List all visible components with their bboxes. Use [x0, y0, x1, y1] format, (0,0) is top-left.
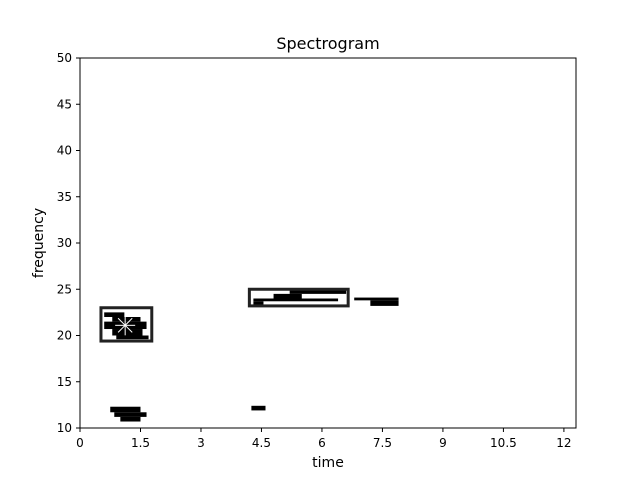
y-tick-label: 45	[57, 97, 72, 111]
y-tick-label: 40	[57, 144, 72, 158]
y-tick-label: 35	[57, 190, 72, 204]
spectrogram-cell	[370, 300, 399, 306]
spectrogram-cell	[110, 406, 141, 413]
spectrogram-cell	[354, 297, 399, 301]
spectrogram-cell	[104, 312, 125, 317]
x-tick-label: 10.5	[490, 436, 517, 450]
annotation-star-ray	[117, 317, 126, 326]
spectrogram-cell	[120, 416, 141, 422]
x-tick-label: 0	[76, 436, 84, 450]
x-axis-label: time	[312, 455, 344, 471]
y-tick-label: 15	[57, 375, 72, 389]
spectrogram-cell	[289, 289, 347, 294]
x-tick-label: 3	[197, 436, 205, 450]
x-tick-label: 9	[439, 436, 447, 450]
spectrogram-cell	[251, 405, 266, 411]
spectrogram-cell	[253, 301, 264, 305]
spectrogram-cell	[253, 298, 339, 302]
annotation-star-ray	[124, 317, 133, 326]
y-tick-label: 30	[57, 236, 72, 250]
y-tick-label: 25	[57, 282, 72, 296]
spectrogram-cell	[116, 335, 149, 340]
x-tick-label: 1.5	[131, 436, 150, 450]
plot-area-frame	[79, 57, 577, 429]
y-tick-label: 10	[57, 421, 72, 435]
annotation-star-ray	[124, 324, 133, 333]
x-tick-label: 12	[556, 436, 571, 450]
spectrogram-cell	[114, 412, 147, 417]
x-tick-label: 6	[318, 436, 326, 450]
x-axis-ticks: 0 1.5 3 4.5 6 7.5 9 10.5 12	[76, 428, 572, 450]
spectrogram-cell	[273, 293, 302, 299]
y-tick-label: 50	[57, 51, 72, 65]
y-axis-ticks: 10 15 20 25 30 35 40 45 50	[57, 51, 80, 435]
spectrogram-cell	[112, 329, 143, 336]
x-tick-label: 4.5	[252, 436, 271, 450]
annotation-box	[247, 287, 350, 308]
y-tick-label: 20	[57, 329, 72, 343]
x-tick-label: 7.5	[373, 436, 392, 450]
chart-title: Spectrogram	[276, 34, 379, 53]
spectrogram-cell	[112, 317, 141, 322]
annotation-star-ray	[117, 324, 126, 333]
annotation-box	[99, 306, 154, 343]
annotation-star	[115, 315, 136, 336]
y-axis-label: frequency	[31, 208, 47, 278]
